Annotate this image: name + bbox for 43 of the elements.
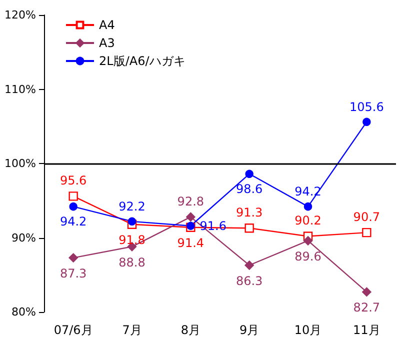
point bbox=[69, 202, 78, 211]
point bbox=[68, 192, 78, 201]
point bbox=[362, 118, 371, 126]
y-tick-label: 120% bbox=[4, 8, 36, 22]
data-label: 91.8 bbox=[118, 232, 146, 247]
data-label: 95.6 bbox=[60, 174, 87, 188]
point bbox=[244, 224, 254, 233]
x-tick-label: 07/6月 bbox=[54, 323, 93, 337]
point bbox=[304, 202, 312, 211]
data-label: 89.6 bbox=[294, 249, 322, 264]
data-label: 90.2 bbox=[294, 214, 322, 228]
data-label: 88.8 bbox=[118, 255, 146, 270]
y-tick-label: 90% bbox=[12, 231, 36, 244]
data-label: 91.4 bbox=[177, 236, 204, 250]
x-tick-label: 7月 bbox=[122, 323, 142, 337]
point bbox=[68, 253, 78, 262]
point bbox=[362, 228, 372, 238]
data-label: 105.6 bbox=[349, 100, 384, 114]
x-tick-label: 10月 bbox=[294, 323, 322, 337]
point bbox=[186, 212, 196, 222]
point bbox=[244, 260, 254, 270]
data-label: 92.2 bbox=[118, 199, 146, 214]
point bbox=[303, 236, 313, 246]
data-label: 90.7 bbox=[353, 210, 380, 224]
point bbox=[362, 287, 372, 297]
data-label: 98.6 bbox=[236, 182, 263, 196]
data-label: 86.3 bbox=[236, 274, 263, 288]
y-tick-label: 100% bbox=[4, 157, 36, 170]
data-label: 82.7 bbox=[353, 300, 380, 315]
y-tick-label: 80% bbox=[12, 306, 36, 318]
y-tick-label: 110% bbox=[4, 82, 36, 96]
x-tick-label: 8月 bbox=[180, 323, 200, 337]
point bbox=[128, 217, 136, 226]
data-label: 91.3 bbox=[236, 205, 263, 220]
point bbox=[245, 170, 254, 178]
data-label: 92.8 bbox=[177, 194, 204, 208]
legend-label: 2L版/A6/ハガキ bbox=[99, 54, 186, 68]
x-tick-label: 11月 bbox=[353, 323, 380, 337]
legend-label: A3 bbox=[99, 36, 115, 50]
data-label: 94.2 bbox=[60, 214, 87, 229]
x-tick-label: 9月 bbox=[240, 323, 260, 337]
legend-label: A4 bbox=[99, 18, 115, 32]
data-label: 87.3 bbox=[60, 266, 87, 280]
